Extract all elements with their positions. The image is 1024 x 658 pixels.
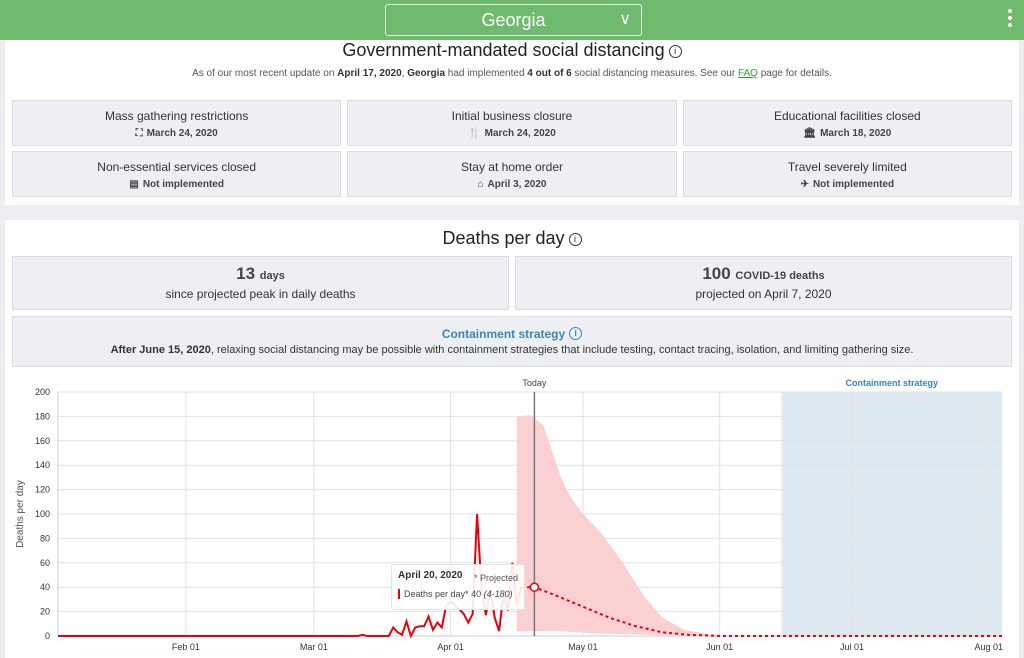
measure-title: Mass gathering restrictions — [104, 109, 249, 123]
top-bar: Georgia ∨ — [0, 0, 1024, 40]
containment-box: Containment strategy i After June 15, 202… — [12, 316, 1012, 367]
x-tick-label: Aug 01 — [975, 642, 1004, 652]
measure-title: Non-essential services closed — [97, 160, 257, 174]
y-tick-label: 20 — [40, 607, 50, 617]
intro-text: social distancing measures. See our — [571, 68, 738, 79]
tooltip-value: 40 — [471, 589, 482, 599]
y-tick-label: 140 — [35, 460, 50, 470]
chart-tooltip: April 20, 2020 * Projected Deaths per da… — [391, 564, 525, 610]
measure-status-text: Not implemented — [812, 179, 895, 190]
measure-status: ⌂ April 3, 2020 — [348, 179, 675, 190]
x-tick-label: Jun 01 — [706, 642, 733, 652]
y-tick-label: 100 — [35, 509, 50, 519]
distancing-title-text: Government-mandated social distancing — [342, 40, 665, 60]
kebab-icon[interactable] — [1008, 9, 1012, 30]
intro-text: had implemented — [445, 68, 528, 79]
measure-status-text: March 18, 2020 — [820, 128, 892, 139]
store-icon: ▤ — [129, 179, 139, 190]
measure-title: Stay at home order — [460, 160, 564, 174]
measure-box: Educational facilities closed 🏛 March 18, … — [682, 100, 1012, 146]
measure-status: ▤ Not implemented — [13, 179, 340, 190]
measure-status-text: March 24, 2020 — [484, 128, 556, 139]
hover-point-marker — [529, 582, 540, 592]
y-tick-label: 120 — [35, 485, 50, 495]
containment-label: Containment strategy — [845, 378, 938, 388]
measure-status: 🏛 March 18, 2020 — [684, 128, 1011, 139]
intro-text: As of our most recent update on — [192, 68, 338, 79]
intro-location: Georgia — [407, 68, 446, 79]
school-icon: 🏛 — [803, 128, 817, 139]
measure-box: Travel severely limited ✈ Not implemented — [682, 151, 1012, 197]
containment-title: Containment strategy — [441, 327, 566, 341]
intro-sep: , — [401, 68, 408, 79]
x-tick-label: May 01 — [568, 642, 598, 652]
uncertainty-band — [516, 415, 729, 636]
measure-status-text: March 24, 2020 — [146, 128, 218, 139]
tooltip-date: April 20, 2020 — [398, 570, 463, 581]
location-select[interactable]: Georgia ∨ — [385, 4, 642, 36]
deaths-title-text: Deaths per day — [442, 228, 565, 248]
y-tick-label: 40 — [40, 582, 50, 592]
measure-status: ⛶ March 24, 2020 — [13, 128, 340, 139]
peak-date-label: projected on April 7, 2020 — [695, 287, 832, 301]
x-tick-label: Jul 01 — [840, 642, 864, 652]
social-distancing-card: Government-mandated social distancing i A… — [5, 40, 1019, 205]
projected-line — [521, 586, 1002, 637]
peak-days-value: 13 — [236, 264, 256, 283]
info-icon[interactable]: i — [668, 45, 682, 58]
peak-deaths-value: 100 — [702, 264, 731, 283]
containment-text: , relaxing social distancing may be poss… — [210, 344, 914, 356]
measure-status: ✈ Not implemented — [684, 179, 1011, 190]
y-tick-label: 180 — [35, 411, 50, 421]
y-tick-label: 200 — [35, 387, 50, 397]
peak-deaths-stat: 100 COVID-19 deaths projected on April 7… — [515, 256, 1012, 310]
measure-title: Educational facilities closed — [773, 109, 921, 123]
intro-count: 4 out of 6 — [527, 68, 572, 79]
info-icon[interactable]: i — [568, 233, 582, 246]
measure-status-text: April 3, 2020 — [487, 179, 547, 190]
y-tick-label: 0 — [45, 631, 50, 641]
x-tick-label: Feb 01 — [172, 642, 200, 652]
location-value: Georgia — [481, 10, 546, 30]
intro-date: April 17, 2020 — [337, 68, 402, 79]
y-tick-label: 160 — [35, 436, 50, 446]
peak-deaths-unit: COVID-19 deaths — [735, 270, 825, 282]
tooltip-row: Deaths per day* 40 (4-180) — [398, 589, 518, 599]
measure-box: Stay at home order ⌂ April 3, 2020 — [347, 151, 677, 197]
measure-box: Non-essential services closed ▤ Not implem… — [12, 151, 342, 197]
info-icon[interactable]: i — [569, 327, 583, 340]
people-icon: ⛶ — [135, 128, 143, 139]
y-tick-label: 60 — [40, 558, 50, 568]
y-axis-label: Deaths per day — [15, 480, 26, 548]
plane-icon: ✈ — [800, 179, 809, 190]
deaths-title: Deaths per day i — [5, 228, 1019, 249]
peak-days-stat: 13 days since projected peak in daily de… — [12, 256, 509, 310]
x-tick-label: Mar 01 — [300, 642, 328, 652]
x-tick-label: Apr 01 — [437, 642, 464, 652]
tooltip-series: Deaths per day* — [404, 589, 469, 599]
today-label: Today — [522, 378, 547, 388]
measure-box: Mass gathering restrictions ⛶ March 24, 20… — [12, 100, 342, 146]
peak-days-label: since projected peak in daily deaths — [165, 287, 356, 301]
peak-days-unit: days — [259, 270, 285, 282]
tooltip-note: * Projected — [473, 573, 518, 583]
intro-text: page for details. — [757, 68, 832, 79]
distancing-title: Government-mandated social distancing i — [5, 40, 1019, 61]
fork-knife-icon: 🍴 — [468, 128, 481, 139]
measure-title: Travel severely limited — [787, 160, 907, 174]
containment-date: After June 15, 2020 — [110, 344, 211, 356]
chevron-down-icon: ∨ — [619, 11, 631, 28]
faq-link[interactable]: FAQ — [737, 68, 758, 79]
measure-status: 🍴 March 24, 2020 — [348, 128, 675, 139]
distancing-intro: As of our most recent update on April 17… — [182, 67, 842, 80]
measure-title: Initial business closure — [451, 109, 573, 123]
measures-grid: Mass gathering restrictions ⛶ March 24, 20… — [12, 100, 1012, 197]
tooltip-range: (4-180) — [483, 589, 513, 599]
y-tick-label: 80 — [40, 533, 50, 543]
measure-box: Initial business closure 🍴 March 24, 2020 — [347, 100, 677, 146]
home-icon: ⌂ — [477, 179, 484, 190]
measure-status-text: Not implemented — [142, 179, 224, 190]
